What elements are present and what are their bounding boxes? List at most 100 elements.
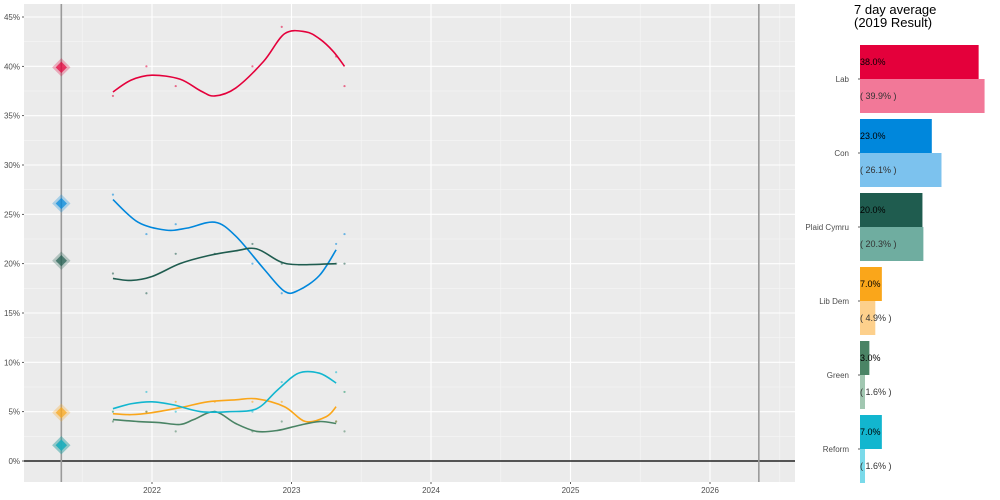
category-label-green: Green <box>827 371 849 380</box>
poll-point-lib-dem <box>251 400 254 403</box>
trend-line-lib-dem <box>112 397 337 423</box>
series-con <box>52 193 346 295</box>
bar-current-lib-dem <box>860 267 882 301</box>
y-tick-label: 40% <box>4 62 20 71</box>
trend-line-plaid-cymru <box>112 247 337 282</box>
poll-point-con <box>343 232 346 236</box>
y-tick-label: 35% <box>4 112 20 121</box>
poll-point-con <box>251 262 254 265</box>
y-tick-label: 5% <box>8 408 20 417</box>
y-tick-label: 10% <box>4 358 20 367</box>
bar-previous-label-plaid-cymru: ( 20.3% ) <box>860 239 897 249</box>
y-tick-label: 45% <box>4 13 20 22</box>
category-label-plaid-cymru: Plaid Cymru <box>805 223 849 232</box>
x-tick-label: 2026 <box>701 486 719 495</box>
poll-point-lab <box>251 65 254 68</box>
bar-previous-label-lab: ( 39.9% ) <box>860 91 897 101</box>
trend-line-green <box>112 410 337 433</box>
x-tick-label: 2025 <box>562 486 580 495</box>
bar-previous-green <box>860 375 865 409</box>
poll-point-reform <box>174 410 177 413</box>
bar-previous-lab <box>860 79 985 113</box>
trend-line-reform <box>112 370 337 414</box>
poll-point-green <box>335 420 338 423</box>
poll-point-reform <box>343 390 346 394</box>
y-tick-label: 0% <box>8 457 20 466</box>
x-tick-label: 2022 <box>143 486 161 495</box>
previous-result-marker-reform <box>55 439 67 451</box>
bar-previous-label-con: ( 26.1% ) <box>860 165 897 175</box>
poll-point-reform <box>145 390 148 394</box>
axis-layer: 0% 5% 10% 15% 20% 25% 30% 35% 40% 45% 2022 2023 2024… <box>4 4 795 495</box>
trend-line-lab <box>112 29 346 97</box>
poll-point-plaid-cymru <box>251 242 254 246</box>
polling-trend-chart: 0% 5% 10% 15% 20% 25% 30% 35% 40% 45% 2022 2023 2024… <box>4 4 795 495</box>
poll-point-green <box>174 430 177 433</box>
x-tick-label: 2024 <box>422 486 440 495</box>
category-label-con: Con <box>834 149 849 158</box>
bar-group-con: Con 23.0% ( 26.1% ) <box>834 119 942 187</box>
poll-point-reform <box>335 371 338 374</box>
bar-current-con <box>860 119 932 153</box>
bar-current-lab <box>860 45 979 79</box>
grid-layer <box>24 4 795 482</box>
poll-point-green <box>145 410 148 413</box>
plot-background <box>24 4 795 482</box>
poll-point-green <box>111 420 115 423</box>
bar-previous-label-green: ( 1.6% ) <box>860 387 892 397</box>
bar-current-label-plaid-cymru: 20.0% <box>860 205 886 215</box>
bar-current-green <box>860 341 870 375</box>
bar-group-plaid-cymru: Plaid Cymru 20.0% ( 20.3% ) <box>805 193 924 261</box>
series-reform <box>52 370 346 455</box>
category-label-reform: Reform <box>823 445 850 454</box>
y-tick-label: 25% <box>4 210 20 219</box>
bar-current-label-reform: 7.0% <box>860 427 881 437</box>
poll-point-green <box>343 430 346 433</box>
y-tick-label: 30% <box>4 161 20 170</box>
poll-point-plaid-cymru <box>343 262 346 265</box>
poll-point-lab <box>280 25 283 28</box>
poll-point-plaid-cymru <box>111 272 115 275</box>
poll-point-con <box>111 193 115 196</box>
poll-point-reform <box>251 410 254 413</box>
series-plaid-cymru <box>52 242 346 295</box>
poll-point-plaid-cymru <box>174 252 177 255</box>
bar-current-label-lab: 38.0% <box>860 57 886 67</box>
poll-point-green <box>280 420 283 423</box>
poll-point-lib-dem <box>280 400 283 403</box>
bar-layer: Lab 38.0% ( 39.9% ) Con 23.0% ( 26.1% ) Plaid … <box>805 45 985 483</box>
bar-panel-title-main: 7 day average <box>854 2 937 17</box>
bar-previous-con <box>860 153 942 187</box>
y-tick-label: 15% <box>4 309 20 318</box>
bar-group-green: Green 3.0% ( 1.6% ) <box>827 341 892 409</box>
bar-current-plaid-cymru <box>860 193 923 227</box>
poll-point-reform <box>280 380 283 384</box>
x-tick-label: 2023 <box>283 486 301 495</box>
bar-previous-label-lib-dem: ( 4.9% ) <box>860 313 892 323</box>
series-lab <box>52 25 346 98</box>
bar-group-lab: Lab 38.0% ( 39.9% ) <box>836 45 985 113</box>
poll-point-lab <box>145 65 148 68</box>
series-layer <box>52 25 346 455</box>
bar-current-reform <box>860 415 882 449</box>
bar-current-label-con: 23.0% <box>860 131 886 141</box>
bar-previous-reform <box>860 449 865 483</box>
bar-group-reform: Reform 7.0% ( 1.6% ) <box>823 415 892 483</box>
y-tick-label: 20% <box>4 260 20 269</box>
poll-point-lab <box>111 94 115 98</box>
poll-point-con <box>280 292 283 295</box>
poll-point-con <box>174 223 177 226</box>
bar-current-label-lib-dem: 7.0% <box>860 279 881 289</box>
poll-point-plaid-cymru <box>145 292 148 295</box>
poll-point-lab <box>174 84 177 88</box>
bar-previous-lib-dem <box>860 301 876 335</box>
bar-group-lib-dem: Lib Dem 7.0% ( 4.9% ) <box>819 267 892 335</box>
bar-previous-label-reform: ( 1.6% ) <box>860 461 892 471</box>
bar-current-label-green: 3.0% <box>860 353 881 363</box>
trend-line-con <box>112 198 337 295</box>
category-label-lab: Lab <box>836 75 850 84</box>
bar-panel-title-sub: (2019 Result) <box>854 15 933 30</box>
bar-previous-plaid-cymru <box>860 227 924 261</box>
poll-point-reform <box>111 410 115 413</box>
poll-point-lab <box>343 84 346 88</box>
